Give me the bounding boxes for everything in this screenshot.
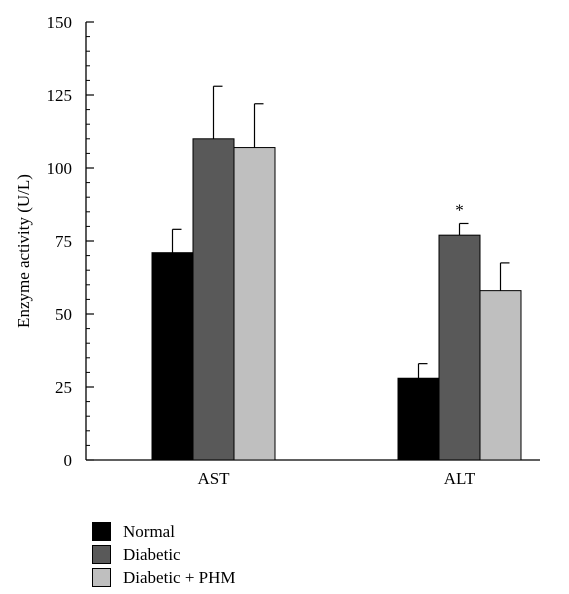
y-tick-label: 25 <box>55 378 72 397</box>
x-tick-label-ast: AST <box>197 469 230 488</box>
legend-item-diabetic: Diabetic <box>92 543 236 566</box>
y-tick-label: 125 <box>47 86 73 105</box>
y-tick-label: 0 <box>64 451 73 470</box>
legend-swatch-diabetic-phm <box>92 568 111 587</box>
bar-ast-diabetic <box>192 138 235 461</box>
y-tick-label: 50 <box>55 305 72 324</box>
legend-label-diabetic: Diabetic <box>123 544 181 564</box>
bar-alt-diabetic <box>438 234 481 461</box>
y-axis-title: Enzyme activity (U/L) <box>14 174 33 328</box>
y-tick-label: 150 <box>47 13 73 32</box>
y-tick-label: 100 <box>47 159 73 178</box>
bar-ast-diabetic-phm <box>233 147 276 461</box>
legend-item-diabetic-phm: Diabetic + PHM <box>92 566 236 589</box>
bar-ast-normal <box>151 252 194 461</box>
x-tick-label-alt: ALT <box>444 469 476 488</box>
legend-item-normal: Normal <box>92 520 236 543</box>
annotation-asterisk: * <box>455 200 464 219</box>
y-tick-label: 75 <box>55 232 72 251</box>
legend-label-normal: Normal <box>123 521 175 541</box>
legend: Normal Diabetic Diabetic + PHM <box>92 520 236 589</box>
legend-swatch-normal <box>92 522 111 541</box>
legend-swatch-diabetic <box>92 545 111 564</box>
legend-label-diabetic-phm: Diabetic + PHM <box>123 567 236 587</box>
bar-alt-normal <box>397 377 440 461</box>
bar-alt-diabetic-phm <box>479 290 522 461</box>
